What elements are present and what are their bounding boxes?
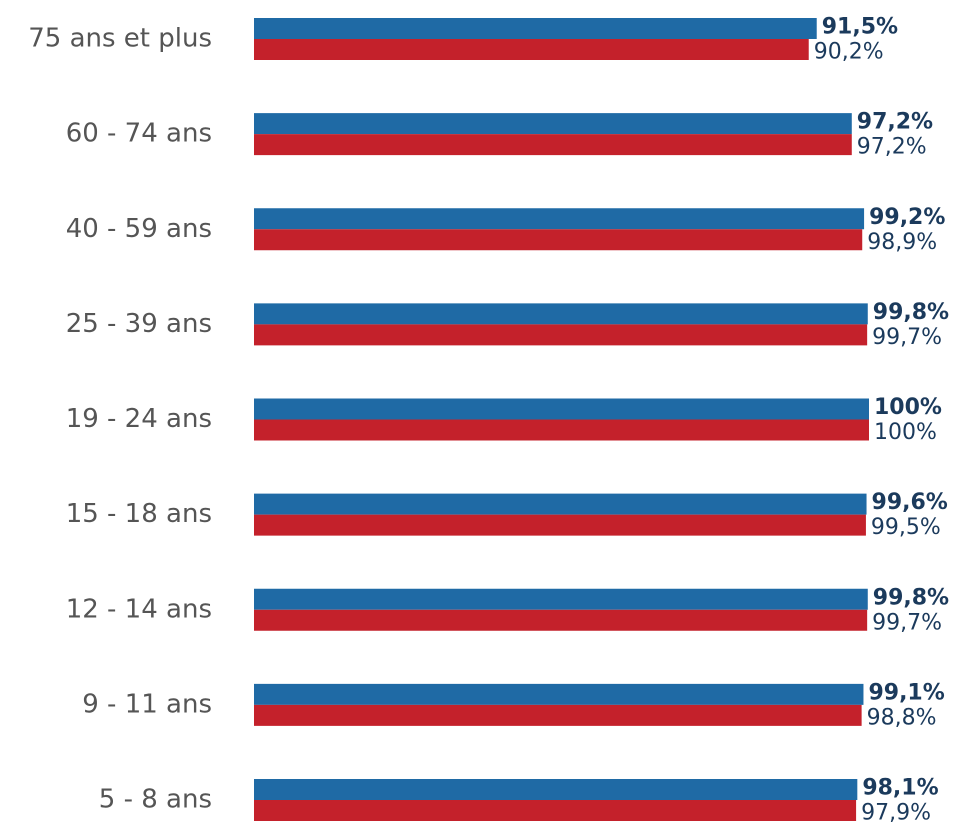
bar (254, 208, 865, 230)
category-label: 15 - 18 ans (66, 499, 212, 529)
value-label: 99,8% (873, 300, 949, 325)
value-label: 100% (874, 395, 942, 420)
bar (254, 229, 863, 251)
category-label: 12 - 14 ans (66, 594, 212, 624)
bar (254, 683, 864, 705)
bar (254, 39, 809, 60)
value-label: 98,1% (862, 776, 938, 801)
bar (254, 398, 869, 420)
value-label: 98,9% (867, 230, 937, 255)
value-label: 91,5% (822, 15, 898, 40)
value-label: 98,8% (867, 705, 937, 730)
value-label: 90,2% (814, 40, 884, 65)
value-label: 97,2% (857, 110, 933, 135)
value-label: 99,1% (868, 680, 944, 705)
category-label: 75 ans et plus (28, 24, 212, 54)
bar (254, 514, 866, 536)
value-label: 99,7% (872, 610, 942, 635)
bar (254, 18, 817, 39)
bar (254, 303, 868, 325)
category-label: 25 - 39 ans (66, 309, 212, 339)
bar (254, 800, 857, 821)
category-label: 60 - 74 ans (66, 119, 212, 149)
value-label: 99,5% (871, 515, 941, 540)
bar (254, 779, 858, 800)
bar (254, 324, 868, 346)
bar (254, 704, 862, 726)
category-label: 5 - 8 ans (99, 785, 212, 815)
value-label: 99,6% (872, 490, 948, 515)
value-label: 99,8% (873, 585, 949, 610)
value-label: 99,2% (869, 205, 945, 230)
bar (254, 609, 868, 631)
category-label: 19 - 24 ans (66, 404, 212, 434)
bar (254, 419, 869, 441)
value-label: 97,9% (861, 801, 931, 826)
value-label: 100% (874, 420, 937, 445)
bar (254, 493, 867, 515)
bar (254, 113, 852, 135)
bar (254, 134, 852, 156)
bar (254, 588, 868, 610)
category-label: 9 - 11 ans (82, 689, 212, 719)
value-label: 99,7% (872, 325, 942, 350)
value-label: 97,2% (857, 135, 927, 160)
category-label: 40 - 59 ans (66, 214, 212, 244)
